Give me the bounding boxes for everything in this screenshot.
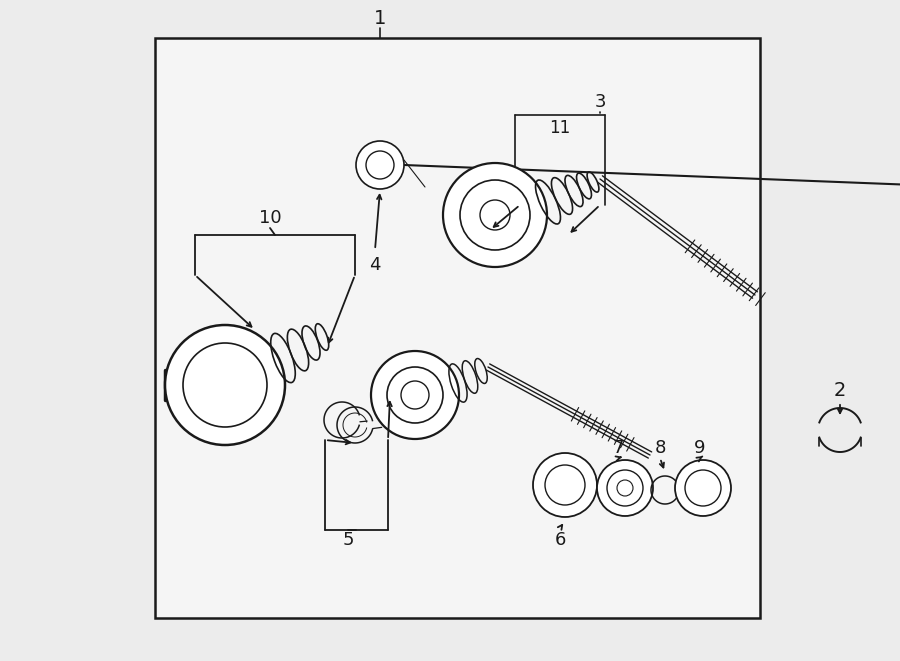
Text: 4: 4: [369, 256, 381, 274]
Text: 1: 1: [374, 9, 386, 28]
Text: 6: 6: [554, 531, 566, 549]
Circle shape: [165, 325, 285, 445]
Bar: [155, 38, 760, 618]
Text: 3: 3: [594, 93, 606, 111]
Circle shape: [443, 163, 547, 267]
Circle shape: [356, 141, 404, 189]
Text: 7: 7: [612, 439, 624, 457]
Text: 9: 9: [694, 439, 706, 457]
Circle shape: [371, 351, 459, 439]
Text: 2: 2: [833, 381, 846, 399]
Text: 11: 11: [549, 119, 571, 137]
Text: 8: 8: [654, 439, 666, 457]
Text: 10: 10: [258, 209, 282, 227]
Circle shape: [533, 453, 597, 517]
Circle shape: [597, 460, 653, 516]
Text: 5: 5: [342, 531, 354, 549]
Circle shape: [675, 460, 731, 516]
